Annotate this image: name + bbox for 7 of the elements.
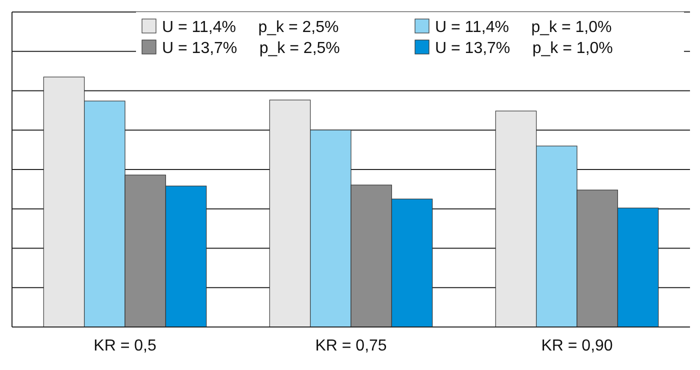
x-tick-label: KR = 0,75 xyxy=(315,337,387,354)
legend-label: U = 13,7% p_k = 1,0% xyxy=(435,40,613,57)
x-tick-label: KR = 0,5 xyxy=(94,337,156,354)
legend-label: U = 13,7% p_k = 2,5% xyxy=(162,40,340,57)
legend-label: U = 11,4% p_k = 1,0% xyxy=(435,19,612,36)
x-tick-label: KR = 0,90 xyxy=(541,337,613,354)
legend-label: U = 11,4% p_k = 2,5% xyxy=(162,19,339,36)
